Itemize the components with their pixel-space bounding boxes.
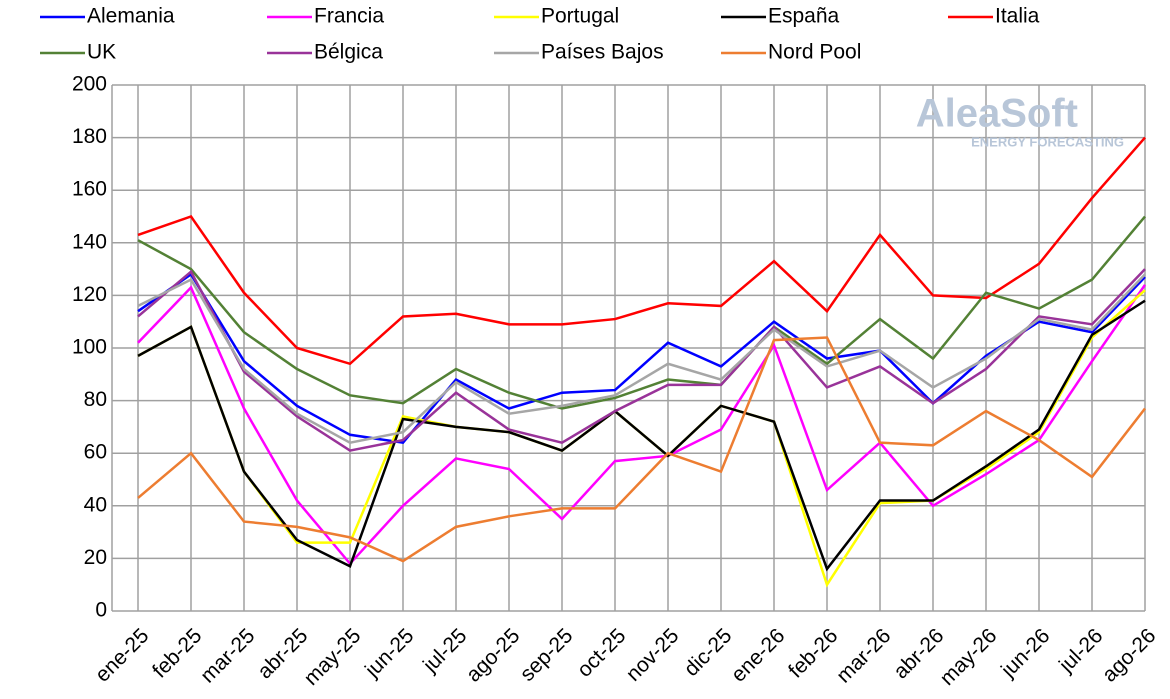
legend-label: Alemania (87, 5, 175, 28)
series-line (137, 215, 1146, 410)
series-line (137, 136, 1146, 366)
legend-label: España (768, 5, 840, 28)
y-tick-label: 80 (84, 388, 107, 411)
y-tick-label: 120 (72, 283, 107, 306)
x-tick-label: mar-25 (196, 624, 259, 687)
x-tick-label: sep-25 (516, 624, 578, 686)
y-tick-label: 40 (84, 493, 107, 516)
y-tick-label: 180 (72, 125, 107, 148)
legend-label: Nord Pool (768, 41, 861, 64)
watermark-title: AleaSoft (916, 92, 1078, 136)
legend-label: Países Bajos (541, 41, 664, 64)
x-tick-label: jun-25 (360, 624, 418, 682)
y-tick-label: 0 (95, 599, 107, 622)
x-tick-label: ago-25 (462, 624, 525, 687)
y-tick-label: 160 (72, 178, 107, 201)
x-tick-label: ene-26 (727, 624, 790, 687)
legend-label: Bélgica (314, 41, 383, 64)
x-tick-label: oct-25 (573, 624, 631, 682)
series-line (137, 289, 1146, 588)
x-tick-label: ene-25 (91, 624, 154, 687)
y-tick-label: 100 (72, 336, 107, 359)
x-tick-label: nov-25 (622, 624, 684, 686)
series-line (137, 273, 1146, 444)
legend-label: Italia (995, 5, 1040, 28)
series-line (137, 268, 1146, 452)
y-tick-label: 200 (72, 73, 107, 96)
y-tick-label: 60 (84, 441, 107, 464)
legend-label: UK (87, 41, 116, 64)
legend-label: Francia (314, 5, 384, 28)
y-tick-label: 20 (84, 546, 107, 569)
series-line (137, 336, 1146, 563)
x-tick-label: ago-26 (1098, 624, 1161, 687)
x-tick-label: jun-26 (996, 624, 1054, 682)
x-tick-label: may-25 (300, 624, 366, 690)
x-tick-label: may-26 (936, 624, 1002, 690)
series-line (137, 272, 1146, 445)
series-line (137, 299, 1146, 572)
watermark-subtitle: ENERGY FORECASTING (971, 134, 1124, 149)
x-tick-label: mar-26 (832, 624, 895, 687)
y-tick-label: 140 (72, 230, 107, 253)
series-line (137, 284, 1147, 566)
legend-label: Portugal (541, 5, 619, 28)
